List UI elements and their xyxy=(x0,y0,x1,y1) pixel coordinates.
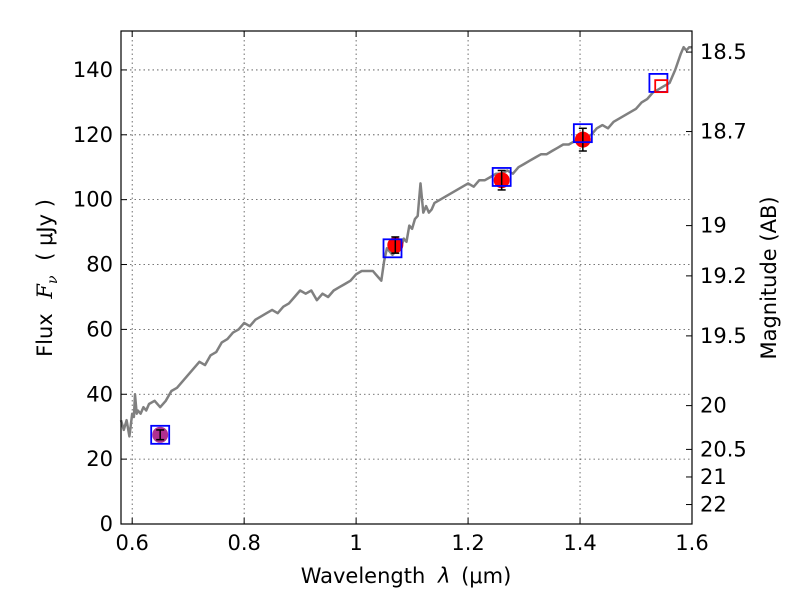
marker-square-blue xyxy=(382,238,403,259)
x-tick-label: 1.6 xyxy=(675,531,708,555)
y-axis-ticks: 0 20 40 60 80 100 120 140 xyxy=(73,58,127,536)
grid-lines xyxy=(121,31,693,525)
y2-tick-label: 22 xyxy=(700,493,727,517)
y-axis-label-symbol: F xyxy=(33,283,57,300)
y-axis-label-subscript: ν xyxy=(45,275,61,284)
y2-tick-label: 19.5 xyxy=(700,324,747,348)
marker-square-blue xyxy=(491,167,512,187)
marker-square-blue xyxy=(572,123,593,144)
y2-tick-label: 19.2 xyxy=(700,264,747,288)
y-axis-label-unit: ( μJy ) xyxy=(33,199,57,261)
y-tick-label: 140 xyxy=(73,58,113,82)
x-tick-label: 1 xyxy=(349,531,362,555)
x-tick-label: 0.6 xyxy=(115,531,148,555)
photometry-markers xyxy=(150,72,669,445)
y2-axis-label: Magnitude (AB) xyxy=(757,196,781,359)
plot-frame xyxy=(120,30,693,525)
y2-tick-label: 19 xyxy=(700,214,727,238)
y-tick-label: 80 xyxy=(86,253,113,277)
x-axis-label-unit: (μm) xyxy=(461,564,511,588)
spectrum-line xyxy=(119,45,692,438)
y2-tick-label: 20 xyxy=(700,394,727,418)
y-axis-label: Flux Fν ( μJy ) xyxy=(33,199,62,357)
y-tick-label: 100 xyxy=(73,188,113,212)
y-tick-label: 0 xyxy=(100,512,113,536)
x-axis-ticks: 0.6 0.8 1 1.2 1.4 1.6 xyxy=(115,31,709,555)
x-axis-label: Wavelength λ (μm) xyxy=(301,564,512,588)
y2-tick-label: 21 xyxy=(700,465,727,489)
x-tick-label: 1.2 xyxy=(451,531,484,555)
spectrum-series xyxy=(119,45,692,438)
y-tick-label: 60 xyxy=(86,317,113,341)
x-axis-label-text: Wavelength xyxy=(301,564,426,588)
marker-square-red xyxy=(654,79,669,94)
y-tick-label: 40 xyxy=(86,382,113,406)
x-axis-label-symbol: λ xyxy=(437,564,450,588)
marker-square-blue xyxy=(150,424,171,445)
y2-axis-ticks: 18.5 18.7 19 19.2 19.5 20 20.5 21 22 xyxy=(686,40,747,517)
x-tick-label: 0.8 xyxy=(227,531,260,555)
y2-tick-label: 18.7 xyxy=(700,120,747,144)
x-tick-label: 1.4 xyxy=(563,531,596,555)
y-tick-label: 120 xyxy=(73,123,113,147)
y-tick-label: 20 xyxy=(86,447,113,471)
y2-tick-label: 20.5 xyxy=(700,437,747,461)
y-axis-label-text: Flux xyxy=(33,313,57,357)
y2-tick-label: 18.5 xyxy=(700,40,747,64)
